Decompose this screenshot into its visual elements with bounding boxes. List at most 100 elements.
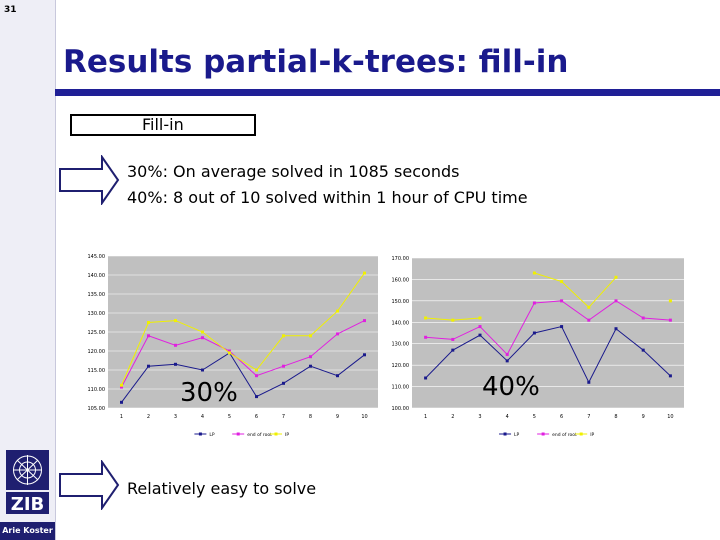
x-tick-label: 7 [282, 414, 285, 420]
sidebar-divider [55, 0, 56, 540]
data-point [560, 325, 564, 329]
y-tick-label: 130.00 [392, 342, 410, 348]
y-tick-label: 160.00 [392, 277, 410, 283]
data-point [505, 352, 509, 356]
data-point [255, 368, 258, 372]
y-tick-label: 145.00 [88, 254, 105, 260]
slide-title: Results partial-k-trees: fill-in [63, 44, 569, 80]
data-point [560, 299, 564, 303]
x-tick-label: 5 [228, 414, 231, 420]
x-tick-label: 2 [147, 414, 150, 420]
data-point [336, 332, 339, 336]
bullet-item: 40%: 8 out of 10 solved within 1 hour of… [127, 188, 528, 207]
y-tick-label: 135.00 [88, 292, 105, 298]
data-point [255, 395, 258, 399]
legend-label: IP [285, 432, 289, 438]
legend-marker [579, 432, 583, 436]
series-line [534, 272, 617, 308]
data-point [641, 316, 645, 320]
arrow-right-icon [59, 155, 120, 205]
y-tick-label: 130.00 [88, 311, 105, 317]
slide-number: 31 [4, 5, 17, 15]
series-line [425, 325, 671, 384]
series-line [121, 352, 365, 403]
data-point [478, 316, 482, 320]
data-point [668, 374, 672, 378]
data-point [614, 327, 618, 331]
data-point [174, 319, 177, 323]
data-point [147, 334, 150, 338]
data-point [201, 368, 204, 372]
data-point [282, 364, 285, 368]
data-point [363, 353, 366, 357]
data-point [451, 337, 455, 341]
bottom-text: Relatively easy to solve [127, 479, 317, 498]
x-tick-label: 5 [533, 414, 536, 420]
data-point [174, 343, 177, 347]
legend-label: end of root [247, 432, 272, 438]
data-point [255, 374, 258, 378]
data-point [174, 362, 177, 366]
y-tick-label: 150.00 [392, 299, 410, 305]
x-tick-label: 9 [336, 414, 339, 420]
data-point [532, 271, 536, 275]
data-point [587, 305, 591, 309]
legend-marker [541, 432, 545, 436]
data-point [336, 374, 339, 378]
x-tick-label: 8 [614, 414, 617, 420]
legend-label: LP [514, 432, 520, 438]
legend-marker [503, 432, 507, 436]
data-point [147, 321, 150, 324]
bullet-item: 30%: On average solved in 1085 seconds [127, 162, 460, 181]
data-point [120, 383, 123, 387]
data-point [560, 280, 564, 284]
data-point [309, 364, 312, 368]
x-tick-label: 2 [451, 414, 454, 420]
y-tick-label: 115.00 [88, 368, 105, 374]
data-point [668, 318, 672, 322]
data-point [532, 331, 536, 335]
y-tick-label: 110.00 [392, 385, 410, 391]
legend-label: IP [590, 432, 594, 438]
data-point [587, 380, 591, 384]
data-point [309, 334, 312, 338]
x-tick-label: 4 [506, 414, 509, 420]
series-line [425, 300, 671, 356]
x-tick-label: 10 [361, 414, 367, 420]
data-point [424, 335, 428, 339]
x-tick-label: 8 [309, 414, 312, 420]
title-underline-bar [55, 89, 720, 96]
arrow-right-icon [59, 460, 120, 510]
bullet-list: 30%: On average solved in 1085 seconds 4… [127, 159, 528, 211]
author-label: Arie Koster [0, 522, 55, 540]
data-point [228, 351, 231, 355]
y-tick-label: 140.00 [88, 273, 105, 279]
data-point [424, 316, 428, 320]
y-tick-label: 105.00 [88, 406, 105, 412]
x-tick-label: 10 [667, 414, 673, 420]
chart-label-30: 30% [180, 378, 238, 408]
y-tick-label: 120.00 [88, 349, 105, 355]
data-point [451, 318, 455, 322]
fill-in-box: Fill-in [70, 114, 256, 136]
x-tick-label: 1 [424, 414, 427, 420]
legend-marker [274, 432, 278, 436]
chart-40-percent: 170.00 160.00 150.00 140.00 130.00 120.00 110.… [392, 256, 684, 438]
y-tick-label: 170.00 [392, 256, 410, 262]
data-point [147, 364, 150, 368]
legend-label: end of root [552, 432, 577, 438]
x-tick-label: 7 [587, 414, 590, 420]
y-tick-label: 120.00 [392, 363, 410, 369]
y-tick-label: 125.00 [88, 330, 105, 336]
svg-text:ZIB: ZIB [11, 494, 44, 515]
data-point [336, 309, 339, 313]
x-tick-label: 9 [642, 414, 645, 420]
data-point [641, 348, 645, 352]
data-point [478, 333, 482, 337]
x-tick-label: 6 [560, 414, 563, 420]
data-point [614, 275, 618, 279]
series-line [121, 320, 365, 388]
data-point [201, 330, 204, 334]
data-point [228, 349, 231, 353]
y-tick-label: 100.00 [392, 406, 410, 412]
